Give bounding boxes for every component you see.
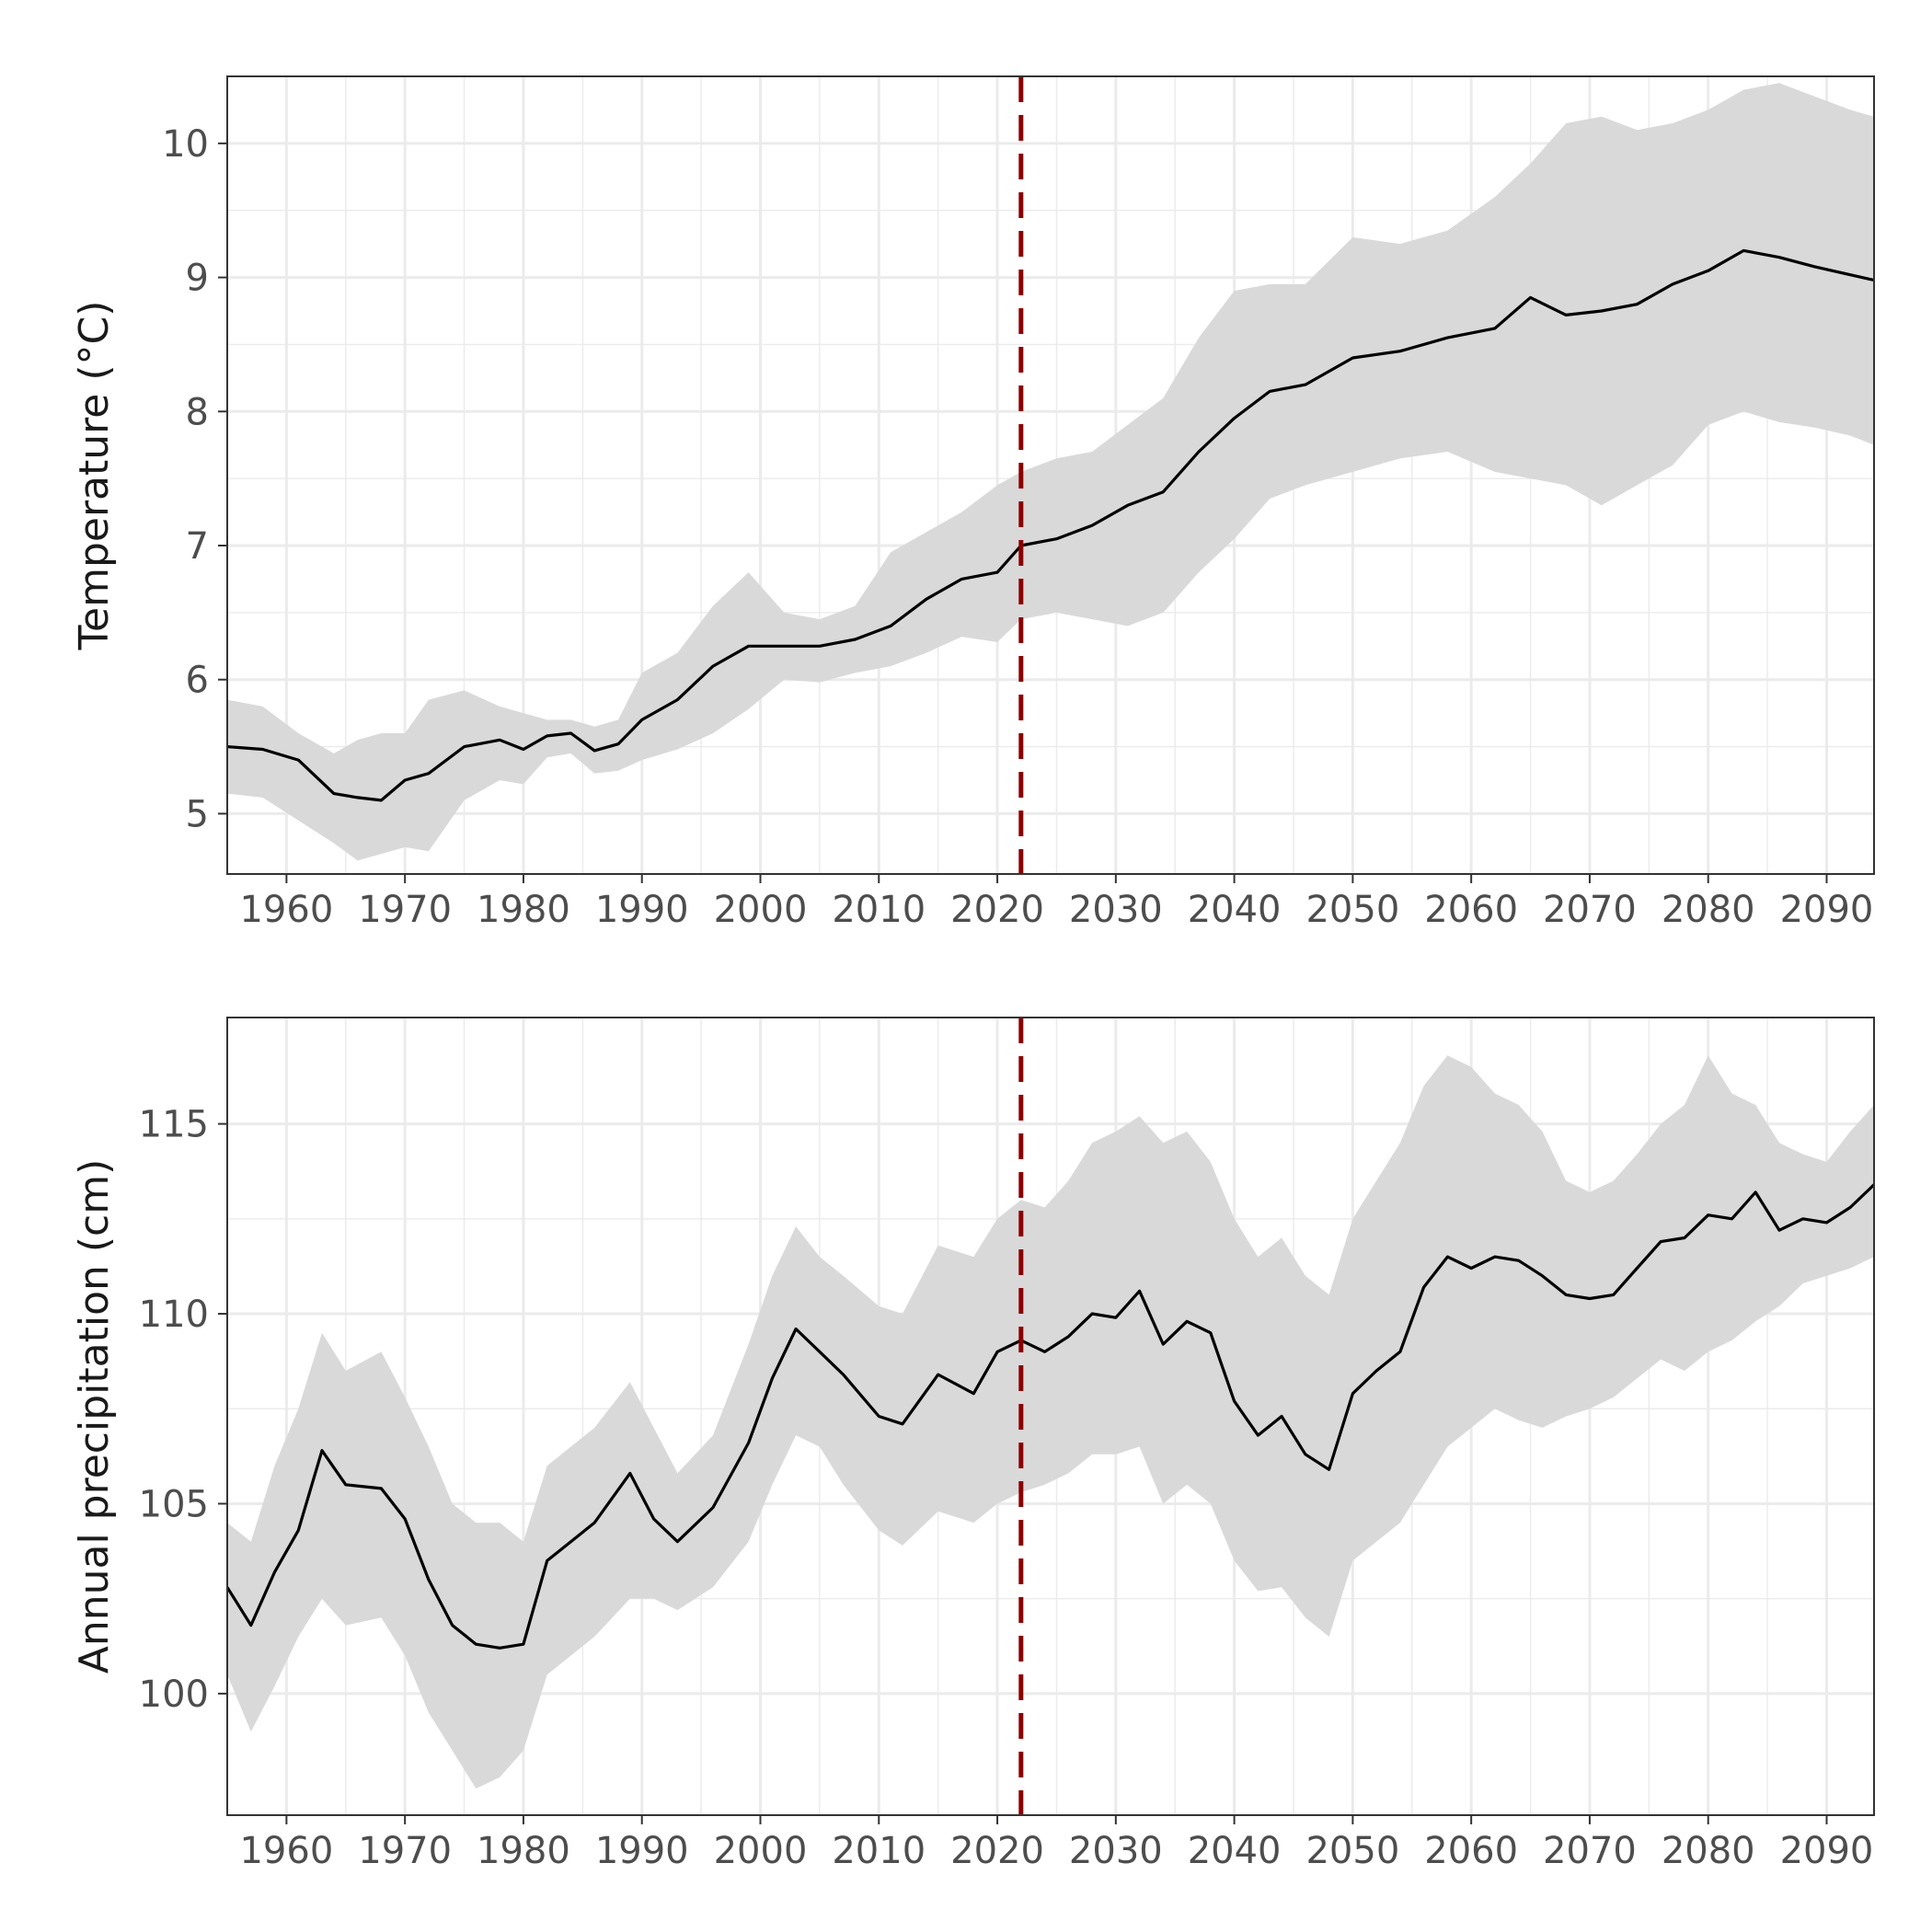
temperature-panel-border bbox=[226, 75, 1875, 875]
precipitation-x-tick-label: 1980 bbox=[477, 1830, 570, 1872]
precipitation-x-tick-label: 1960 bbox=[239, 1830, 333, 1872]
temperature-x-tick-label: 2030 bbox=[1069, 889, 1163, 931]
precipitation-x-tick-label: 2010 bbox=[832, 1830, 926, 1872]
temperature-x-tick-label: 1960 bbox=[239, 889, 333, 931]
temperature-x-tick-label: 1970 bbox=[358, 889, 452, 931]
temperature-y-tick-label: 5 bbox=[186, 793, 209, 835]
precipitation-x-tick-label: 1970 bbox=[358, 1830, 452, 1872]
temperature-series-line bbox=[227, 248, 1874, 802]
temperature-y-tick-label: 6 bbox=[186, 660, 209, 702]
precipitation-panel-border bbox=[226, 1017, 1875, 1816]
precipitation-y-tick-label: 105 bbox=[139, 1483, 209, 1525]
precipitation-series-line bbox=[227, 1183, 1874, 1650]
temperature-uncertainty-ribbon bbox=[227, 83, 1874, 861]
precipitation-x-tick-label: 2050 bbox=[1305, 1830, 1399, 1872]
temperature-x-tick-label: 1980 bbox=[477, 889, 570, 931]
temperature-x-tick-label: 2020 bbox=[950, 889, 1044, 931]
temperature-y-tick-label: 9 bbox=[186, 258, 209, 300]
precipitation-y-tick-label: 110 bbox=[139, 1294, 209, 1336]
temperature-y-tick-label: 8 bbox=[186, 391, 209, 433]
temperature-x-tick-label: 2050 bbox=[1305, 889, 1399, 931]
precipitation-panel: 1960 1970 1980 1990 2000 2010 2020 2030 2040 2050… bbox=[71, 1017, 1875, 1872]
temperature-x-tick-label: 2010 bbox=[832, 889, 926, 931]
precipitation-x-tick-label: 1990 bbox=[595, 1830, 689, 1872]
temperature-x-tick-label: 2060 bbox=[1424, 889, 1518, 931]
temperature-y-axis-title: Temperature (°C) bbox=[71, 301, 118, 651]
temperature-x-tick-label: 2070 bbox=[1543, 889, 1637, 931]
temperature-x-tick-label: 1990 bbox=[595, 889, 689, 931]
temperature-x-tick-label: 2080 bbox=[1662, 889, 1755, 931]
precipitation-x-tick-label: 2030 bbox=[1069, 1830, 1163, 1872]
precipitation-x-tick-label: 2090 bbox=[1780, 1830, 1874, 1872]
temperature-x-tick-label: 2040 bbox=[1188, 889, 1282, 931]
precipitation-y-axis-title: Annual precipitation (cm) bbox=[71, 1159, 118, 1674]
precipitation-x-tick-label: 2040 bbox=[1188, 1830, 1282, 1872]
precipitation-uncertainty-ribbon bbox=[227, 1055, 1874, 1789]
precipitation-y-tick-label: 100 bbox=[139, 1673, 209, 1716]
precipitation-x-tick-label: 2070 bbox=[1543, 1830, 1637, 1872]
precipitation-x-tick-label: 2020 bbox=[950, 1830, 1044, 1872]
precipitation-x-tick-label: 2000 bbox=[714, 1830, 808, 1872]
temperature-y-tick-label: 7 bbox=[186, 525, 209, 568]
temperature-panel: 1960 1970 1980 1990 2000 2010 2020 2030 2040 2050… bbox=[71, 75, 1875, 931]
precipitation-x-tick-label: 2060 bbox=[1424, 1830, 1518, 1872]
temperature-y-tick-label: 10 bbox=[162, 123, 209, 166]
precipitation-y-tick-label: 115 bbox=[139, 1104, 209, 1146]
precipitation-x-tick-label: 2080 bbox=[1662, 1830, 1755, 1872]
temperature-x-tick-label: 2000 bbox=[714, 889, 808, 931]
temperature-x-tick-label: 2090 bbox=[1780, 889, 1874, 931]
